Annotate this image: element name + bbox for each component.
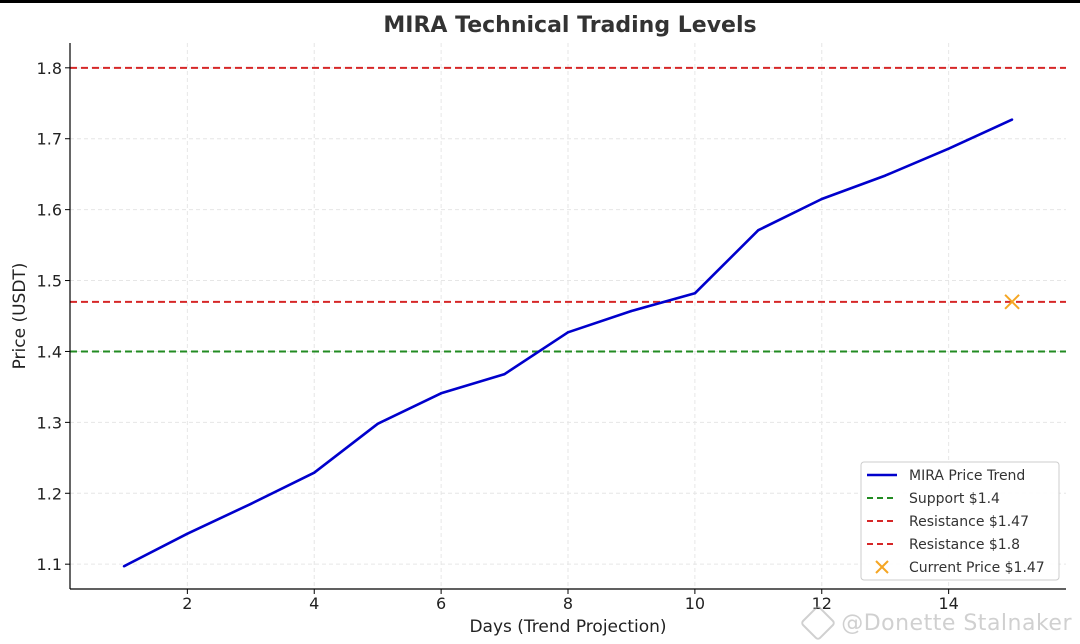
x-tick-label: 6 — [436, 594, 446, 613]
data-point — [503, 372, 506, 376]
y-tick-label: 1.6 — [37, 201, 62, 220]
y-tick-label: 1.8 — [37, 59, 62, 78]
data-point — [313, 471, 316, 474]
watermark-text: @Donette Stalnaker — [841, 610, 1072, 636]
x-tick-label: 8 — [563, 594, 573, 613]
data-point — [820, 197, 823, 201]
data-point — [947, 147, 950, 150]
y-axis-label: Price (USDT) — [10, 263, 30, 370]
current-price-marker — [1004, 294, 1020, 310]
data-point — [439, 392, 443, 395]
y-tick-label: 1.4 — [37, 342, 62, 361]
legend-label: Support $1.4 — [909, 491, 1000, 507]
legend-label: Resistance $1.47 — [909, 514, 1029, 530]
x-tick-label: 12 — [812, 594, 832, 613]
data-point — [566, 331, 570, 334]
data-point — [122, 565, 126, 568]
data-point — [630, 309, 633, 313]
legend-label: MIRA Price Trend — [909, 468, 1025, 484]
data-point — [186, 532, 189, 535]
data-point — [249, 502, 253, 506]
legend-swatch — [875, 560, 889, 574]
x-tick-label: 14 — [938, 594, 958, 613]
chart-title: MIRA Technical Trading Levels — [383, 13, 756, 38]
y-tick-label: 1.3 — [37, 413, 62, 432]
y-tick-label: 1.7 — [37, 130, 62, 149]
data-point — [883, 174, 887, 177]
y-tick-label: 1.2 — [37, 484, 62, 503]
data-point — [693, 292, 697, 295]
x-tick-label: 4 — [309, 594, 319, 613]
watermark-logo-icon — [799, 604, 837, 642]
data-point — [1010, 118, 1014, 121]
data-point — [757, 229, 760, 232]
legend: MIRA Price Trend Support $1.4 Resistance $… — [860, 461, 1060, 581]
x-tick-label: 10 — [685, 594, 705, 613]
legend-label: Resistance $1.8 — [909, 537, 1020, 553]
legend-label: Current Price $1.47 — [909, 560, 1045, 576]
legend-box — [860, 461, 1060, 581]
x-axis-label: Days (Trend Projection) — [469, 617, 666, 637]
marker-stroke — [1004, 294, 1020, 310]
data-point — [376, 422, 379, 425]
top-border — [0, 0, 1080, 3]
y-tick-label: 1.1 — [37, 555, 62, 574]
watermark: @Donette Stalnaker — [799, 604, 1072, 642]
y-tick-label: 1.5 — [37, 272, 62, 291]
x-tick-label: 2 — [182, 594, 192, 613]
